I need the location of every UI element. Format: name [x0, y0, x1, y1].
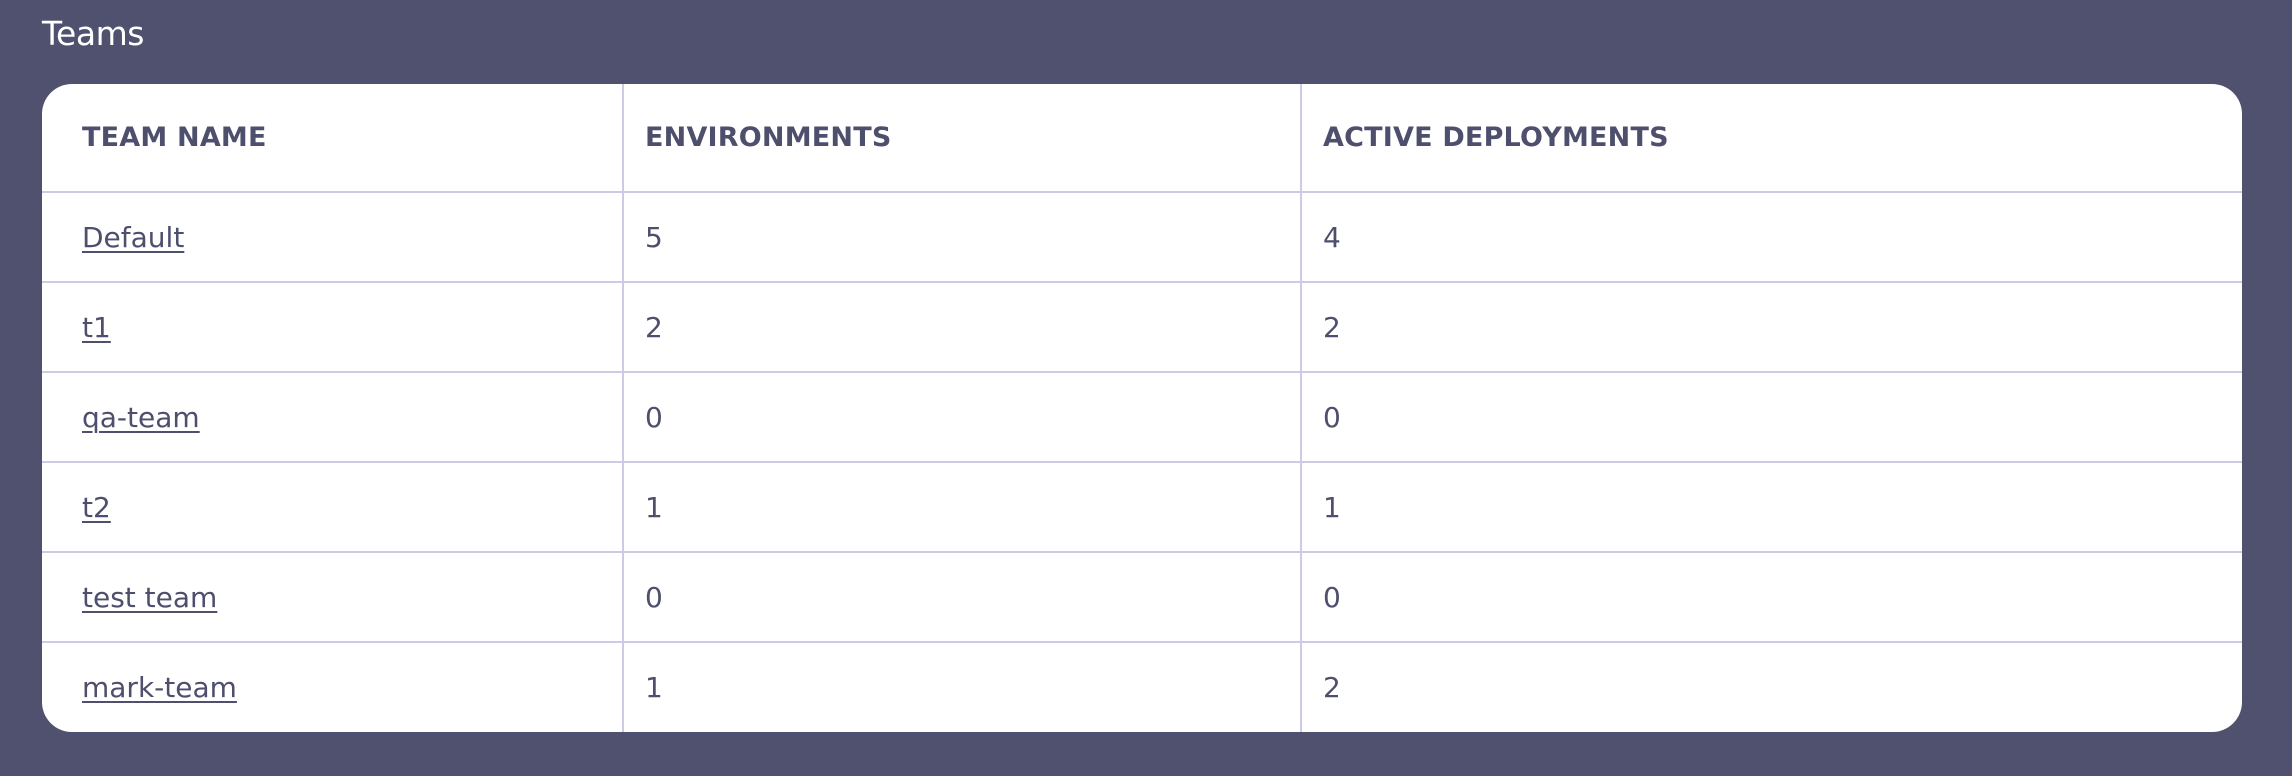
active-deployments-cell: 2 — [1323, 671, 1341, 704]
table-row: mark-team 1 2 — [42, 642, 2242, 732]
table-header: TEAM NAME ENVIRONMENTS ACTIVE DEPLOYMENT… — [42, 84, 2242, 193]
environments-cell: 0 — [623, 372, 1302, 463]
environments-cell: 1 — [623, 462, 1302, 553]
team-link[interactable]: t1 — [82, 310, 111, 344]
page-title: Teams — [42, 14, 144, 53]
environments-cell: 0 — [623, 552, 1302, 643]
active-deployments-cell: 4 — [1301, 192, 2242, 283]
team-link[interactable]: Default — [82, 220, 185, 254]
table-body: Default 5 4 t1 2 2 qa-team 0 0 t2 1 1 te… — [42, 192, 2242, 732]
table-row: t2 1 1 — [42, 462, 2242, 553]
column-header-active-deployments: ACTIVE DEPLOYMENTS — [1301, 84, 2242, 193]
active-deployments-cell: 1 — [1301, 462, 2242, 553]
team-name-cell: test team — [42, 552, 624, 643]
team-name-cell: mark-team — [42, 642, 624, 732]
environments-cell: 1 — [623, 642, 1302, 732]
table-row: Default 5 4 — [42, 192, 2242, 283]
active-deployments-cell: 0 — [1301, 552, 2242, 643]
column-header-environments: ENVIRONMENTS — [623, 84, 1302, 193]
team-link[interactable]: t2 — [82, 490, 111, 524]
environments-cell: 5 — [623, 192, 1302, 283]
table-row: qa-team 0 0 — [42, 372, 2242, 463]
environments-cell: 2 — [623, 282, 1302, 373]
team-link[interactable]: qa-team — [82, 400, 200, 434]
team-link[interactable]: mark-team — [82, 671, 237, 704]
table-row: test team 0 0 — [42, 552, 2242, 643]
teams-table-card: TEAM NAME ENVIRONMENTS ACTIVE DEPLOYMENT… — [42, 84, 2242, 732]
active-deployments-cell: 0 — [1301, 372, 2242, 463]
table-header-row: TEAM NAME ENVIRONMENTS ACTIVE DEPLOYMENT… — [42, 84, 2242, 193]
column-header-team-name: TEAM NAME — [42, 84, 624, 193]
team-link[interactable]: test team — [82, 580, 218, 614]
table-row: t1 2 2 — [42, 282, 2242, 373]
team-name-cell: t1 — [42, 282, 624, 373]
team-name-cell: qa-team — [42, 372, 624, 463]
teams-table: TEAM NAME ENVIRONMENTS ACTIVE DEPLOYMENT… — [42, 84, 2242, 732]
team-name-cell: Default — [42, 192, 624, 283]
active-deployments-cell: 2 — [1301, 282, 2242, 373]
team-name-cell: t2 — [42, 462, 624, 553]
